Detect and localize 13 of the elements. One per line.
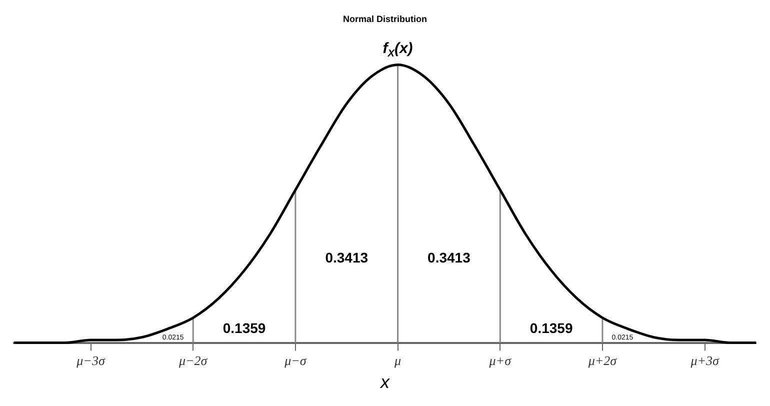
chart-title: Normal Distribution bbox=[342, 14, 428, 24]
x-axis-title: x bbox=[380, 372, 390, 392]
x-tick-label: μ+3σ bbox=[690, 353, 720, 368]
x-tick-label: μ−2σ bbox=[178, 353, 208, 368]
x-tick-label: μ+σ bbox=[488, 353, 512, 368]
x-tick-label: μ bbox=[394, 353, 402, 368]
annotation: 0.1359 bbox=[530, 320, 573, 336]
annotation: 0.1359 bbox=[222, 320, 266, 336]
annotation: 0.3413 bbox=[325, 250, 368, 266]
x-tick-label: μ+2σ bbox=[587, 353, 618, 368]
x-tick-label: μ−3σ bbox=[76, 353, 106, 368]
annotation: 0.3413 bbox=[428, 250, 471, 266]
x-tick-label: μ−σ bbox=[284, 353, 307, 368]
